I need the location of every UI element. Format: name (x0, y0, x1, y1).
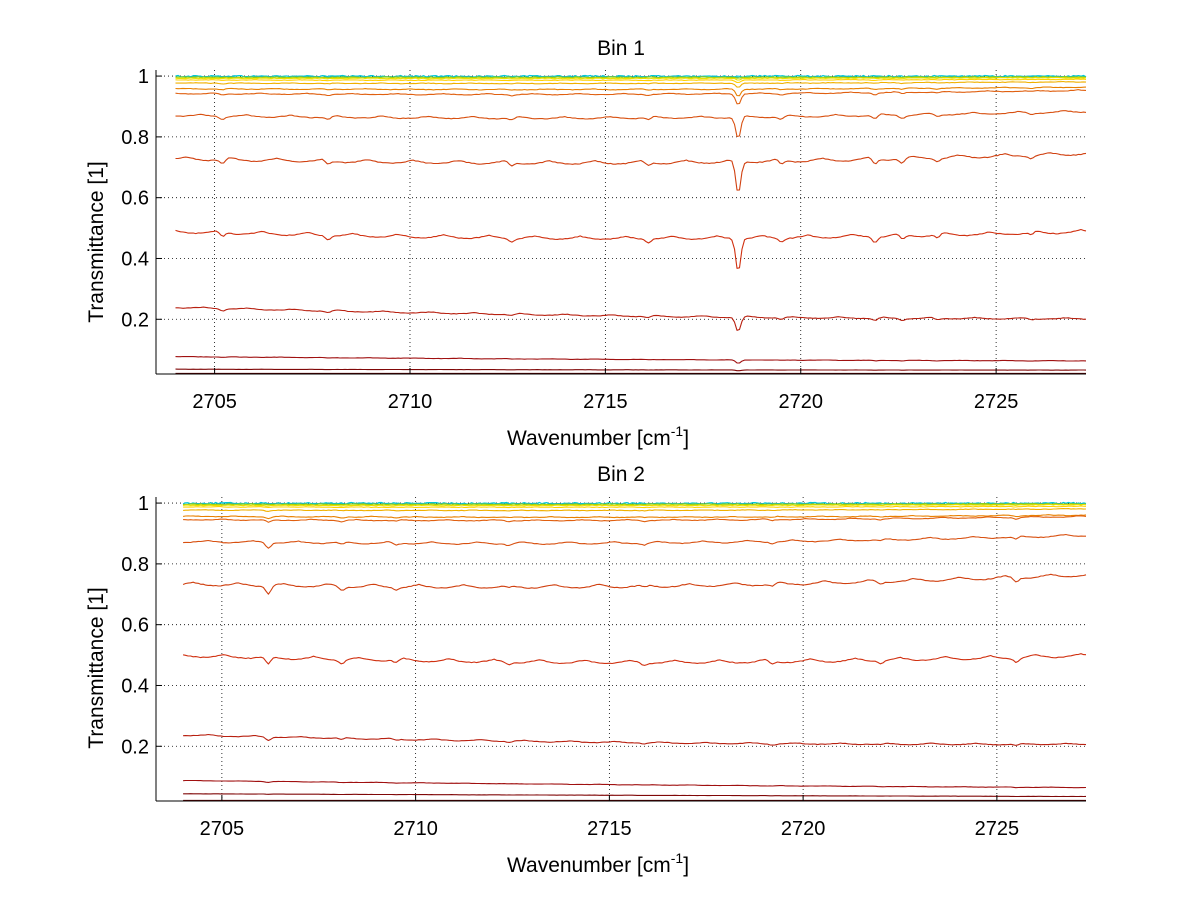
series-line-bin-2 (183, 508, 1087, 512)
chart-title-bin-1: Bin 1 (597, 37, 645, 60)
series-line-bin-1 (175, 76, 1087, 81)
ticks-bin-1: 2705 2710 2715 2720 2725 0.2 0.4 0.6 0.8 1 (121, 66, 1018, 413)
y-axis-label-bin-2: Transmittance [1] (85, 587, 108, 748)
y-tick-label-bin-2: 0.2 (121, 736, 149, 758)
grid-bin-2 (156, 497, 1086, 801)
series-line-bin-1 (175, 368, 1087, 372)
x-axis-label-bin-2-close: ] (683, 854, 689, 877)
x-axis-label-bin-1-close: ] (683, 427, 689, 450)
x-axis-label-bin-2: Wavenumber [cm-1] (507, 850, 689, 877)
y-tick-label-bin-1: 0.8 (121, 127, 149, 149)
series-line-bin-2 (183, 503, 1087, 506)
x-axis-label-bin-1-main: Wavenumber [cm (507, 427, 671, 450)
y-tick-label-bin-2: 0.6 (121, 615, 149, 637)
x-tick-label-bin-1: 2710 (388, 391, 433, 413)
series-line-bin-1 (175, 152, 1087, 191)
x-tick-label-bin-1: 2725 (974, 391, 1019, 413)
chart-title-bin-2: Bin 2 (597, 463, 645, 486)
series-line-bin-1 (175, 306, 1087, 331)
series-line-bin-1 (175, 355, 1087, 364)
series-line-bin-1 (175, 228, 1087, 269)
y-tick-label-bin-1: 0.4 (121, 248, 149, 270)
y-tick-label-bin-2: 0.4 (121, 675, 149, 697)
series-line-bin-1 (175, 86, 1087, 97)
x-axis-label-bin-2-main: Wavenumber [cm (507, 854, 671, 877)
x-tick-label-bin-1: 2720 (778, 391, 823, 413)
plot-area-bin-1 (156, 70, 1086, 374)
x-axis-label-bin-1-sup: -1 (671, 423, 684, 439)
series-bin-2 (182, 501, 1087, 801)
series-line-bin-1 (175, 110, 1087, 138)
x-tick-label-bin-2: 2725 (975, 818, 1020, 840)
series-line-bin-2 (183, 503, 1087, 507)
x-axis-label-bin-1: Wavenumber [cm-1] (507, 423, 689, 450)
series-line-bin-2 (182, 573, 1087, 595)
series-line-bin-2 (183, 515, 1087, 523)
x-tick-label-bin-2: 2705 (200, 818, 245, 840)
y-tick-label-bin-2: 0.8 (121, 554, 149, 576)
x-tick-label-bin-2: 2710 (393, 818, 438, 840)
x-tick-label-bin-2: 2715 (587, 818, 632, 840)
x-tick-label-bin-1: 2715 (583, 391, 628, 413)
series-line-bin-2 (183, 514, 1087, 520)
plot-area-bin-2 (156, 497, 1086, 801)
y-tick-label-bin-1: 1 (138, 66, 149, 88)
series-line-bin-2 (183, 505, 1087, 509)
series-line-bin-1 (175, 76, 1087, 79)
series-line-bin-1 (175, 78, 1087, 84)
series-bin-1 (175, 74, 1087, 374)
y-tick-label-bin-1: 0.6 (121, 188, 149, 210)
y-axis-label-bin-1: Transmittance [1] (85, 161, 108, 322)
x-axis-label-bin-2-sup: -1 (671, 850, 684, 866)
series-line-bin-2 (183, 533, 1086, 549)
series-line-bin-2 (183, 793, 1087, 798)
x-tick-label-bin-1: 2705 (192, 391, 237, 413)
x-tick-label-bin-2: 2720 (781, 818, 826, 840)
y-tick-label-bin-1: 0.2 (121, 309, 149, 331)
ticks-bin-2: 2705 2710 2715 2720 2725 0.2 0.4 0.6 0.8 1 (121, 493, 1019, 840)
series-line-bin-1 (175, 89, 1087, 105)
y-tick-label-bin-2: 1 (138, 493, 149, 515)
series-line-bin-2 (183, 733, 1087, 746)
series-line-bin-2 (182, 653, 1087, 666)
series-line-bin-2 (183, 779, 1087, 789)
series-line-bin-1 (175, 80, 1087, 88)
